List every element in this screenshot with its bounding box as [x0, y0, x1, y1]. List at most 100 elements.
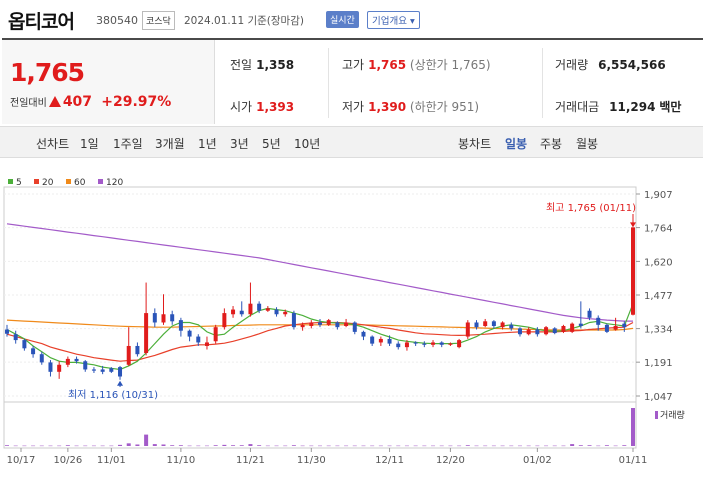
candle-body[interactable]: [196, 336, 201, 343]
candle-body[interactable]: [561, 326, 566, 332]
candle-body[interactable]: [48, 362, 53, 372]
candle-body[interactable]: [596, 317, 601, 325]
volume-bar: [109, 445, 114, 447]
candle-body[interactable]: [309, 322, 314, 327]
candle-body[interactable]: [631, 227, 635, 315]
x-tick-label: 11/21: [236, 455, 265, 466]
candle-body[interactable]: [404, 342, 409, 348]
candle-body[interactable]: [613, 326, 618, 330]
candle-body[interactable]: [213, 327, 218, 342]
candle-body[interactable]: [118, 367, 123, 377]
candle-body[interactable]: [387, 338, 392, 344]
candle-body[interactable]: [170, 314, 175, 322]
candle-weekly[interactable]: 주봉: [540, 137, 563, 151]
candle-body[interactable]: [491, 321, 496, 327]
legend-ma5[interactable]: 5: [8, 178, 22, 188]
candle-body[interactable]: [552, 328, 557, 334]
candle-body[interactable]: [622, 323, 627, 328]
candle-body[interactable]: [578, 323, 583, 327]
candle-body[interactable]: [239, 310, 244, 315]
candle-body[interactable]: [500, 322, 505, 328]
volume-bar: [222, 444, 227, 446]
candle-body[interactable]: [31, 348, 36, 355]
legend-ma120[interactable]: 120: [98, 178, 123, 188]
candle-body[interactable]: [126, 345, 131, 365]
candle-body[interactable]: [265, 308, 270, 311]
candle-body[interactable]: [570, 323, 575, 332]
volume-bar: [135, 444, 140, 446]
candle-body[interactable]: [587, 310, 592, 318]
candle-body[interactable]: [318, 322, 322, 325]
candle-body[interactable]: [178, 320, 183, 331]
candle-body[interactable]: [248, 303, 253, 315]
candle-body[interactable]: [326, 320, 331, 325]
candle-body[interactable]: [274, 309, 279, 315]
period-1w[interactable]: 1주일: [113, 137, 143, 151]
candle-body[interactable]: [74, 358, 79, 362]
candle-body[interactable]: [91, 369, 96, 371]
market-badge: 코스닥: [142, 11, 175, 30]
candle-body[interactable]: [370, 336, 375, 344]
candle-body[interactable]: [422, 343, 427, 345]
volume-bar: [309, 445, 314, 447]
candle-body[interactable]: [483, 321, 488, 327]
candle-body[interactable]: [378, 338, 383, 343]
candle-body[interactable]: [257, 303, 262, 311]
candle-body[interactable]: [352, 322, 357, 332]
period-3y[interactable]: 3년: [230, 137, 249, 151]
volume-bar: [248, 444, 253, 446]
candle-body[interactable]: [109, 368, 114, 372]
period-1d[interactable]: 1일: [80, 137, 99, 151]
candle-body[interactable]: [204, 342, 209, 346]
candle-body[interactable]: [344, 322, 349, 327]
candle-body[interactable]: [39, 354, 44, 363]
candle-body[interactable]: [57, 364, 62, 372]
candle-body[interactable]: [5, 329, 9, 334]
candle-body[interactable]: [517, 328, 522, 335]
candle-body[interactable]: [13, 334, 18, 341]
realtime-button[interactable]: 실시간: [326, 11, 359, 28]
candlestick-chart[interactable]: 1,907 1,764 1,620 1,477 1,334 1,191 1,047 10/1…: [0, 186, 703, 486]
change-label: 전일대비: [10, 98, 47, 109]
candle-body[interactable]: [535, 329, 540, 335]
candle-body[interactable]: [526, 329, 531, 335]
low-value: 1,390: [368, 100, 407, 114]
candle-body[interactable]: [439, 342, 444, 345]
candle-body[interactable]: [291, 313, 296, 328]
candle-body[interactable]: [431, 342, 436, 345]
candle-body[interactable]: [100, 369, 105, 372]
candle-body[interactable]: [187, 330, 192, 337]
company-info-dropdown[interactable]: 기업개요 ▾: [367, 11, 420, 29]
candle-body[interactable]: [300, 324, 305, 328]
candle-body[interactable]: [135, 345, 140, 355]
candle-body[interactable]: [283, 311, 288, 315]
period-10y[interactable]: 10년: [294, 137, 321, 151]
candle-body[interactable]: [231, 309, 236, 315]
candle-body[interactable]: [22, 340, 27, 349]
candle-body[interactable]: [413, 342, 418, 344]
candle-body[interactable]: [474, 322, 479, 328]
candle-body[interactable]: [83, 361, 88, 370]
candle-body[interactable]: [396, 343, 401, 348]
candle-body[interactable]: [161, 314, 166, 323]
candle-daily[interactable]: 일봉: [505, 137, 528, 151]
legend-ma20[interactable]: 20: [34, 178, 53, 188]
candle-body[interactable]: [457, 340, 462, 348]
period-1y[interactable]: 1년: [198, 137, 217, 151]
candle-body[interactable]: [152, 313, 157, 323]
volume-bar: [474, 445, 479, 447]
candle-body[interactable]: [222, 313, 227, 328]
candle-body[interactable]: [544, 327, 549, 335]
candle-body[interactable]: [448, 343, 453, 345]
candle-body[interactable]: [604, 324, 609, 332]
candle-body[interactable]: [65, 358, 70, 365]
candle-body[interactable]: [465, 322, 470, 337]
period-3m[interactable]: 3개월: [155, 137, 185, 151]
candle-body[interactable]: [335, 322, 340, 328]
period-5y[interactable]: 5년: [262, 137, 281, 151]
candle-body[interactable]: [509, 324, 514, 329]
candle-body[interactable]: [361, 331, 366, 337]
legend-ma60[interactable]: 60: [66, 178, 85, 188]
candle-monthly[interactable]: 월봉: [576, 137, 599, 151]
candle-body[interactable]: [144, 313, 149, 354]
